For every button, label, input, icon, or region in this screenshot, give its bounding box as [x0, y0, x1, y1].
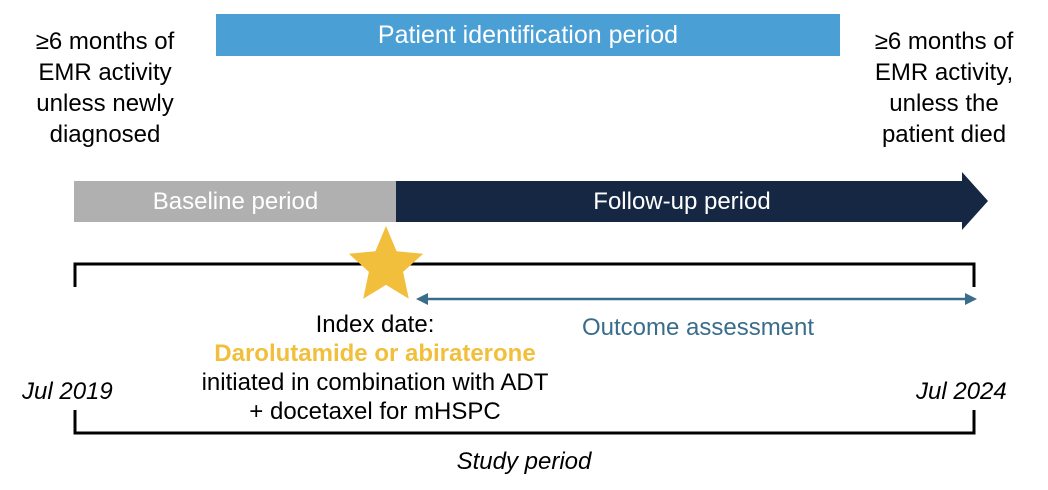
outcome-assessment-label-wrap: Outcome assessment — [420, 314, 976, 342]
study-period-label: Study period — [456, 448, 592, 475]
patient-identification-label: Patient identification period — [377, 20, 679, 49]
index-date-line3: + docetaxel for mHSPC — [249, 398, 501, 425]
right-note-line: EMR activity, — [874, 59, 1014, 86]
study-period-label-wrap: Study period — [74, 448, 974, 476]
right-note-line: unless the — [889, 90, 999, 117]
followup-arrow-shape — [396, 172, 988, 230]
patient-identification-banner: Patient identification period — [216, 14, 840, 56]
index-date-star-icon — [348, 226, 424, 299]
followup-period-label: Follow-up period — [593, 187, 771, 215]
left-note-line: EMR activity — [38, 59, 172, 86]
index-date-block: Index date: Darolutamide or abiraterone … — [150, 310, 600, 426]
top-bracket — [73, 262, 976, 287]
right-note-line: ≥6 months of — [874, 28, 1014, 55]
baseline-period-label: Baseline period — [152, 187, 319, 215]
left-note-line: diagnosed — [49, 121, 161, 148]
outcome-arrow-left-head — [416, 293, 428, 305]
start-date-label: Jul 2019 — [22, 378, 113, 405]
right-eligibility-note: ≥6 months of EMR activity, unless the pa… — [858, 26, 1030, 150]
study-period-bracket — [73, 410, 976, 435]
left-note-line: unless newly — [36, 90, 174, 117]
outcome-assessment-label: Outcome assessment — [581, 314, 815, 341]
right-note-line: patient died — [881, 121, 1007, 148]
outcome-arrow-right-head — [965, 293, 977, 305]
index-date-drug: Darolutamide or abiraterone — [214, 340, 536, 367]
followup-period-label-wrap: Follow-up period — [396, 181, 968, 222]
left-eligibility-note: ≥6 months of EMR activity unless newly d… — [10, 26, 200, 150]
index-date-heading: Index date: — [315, 311, 435, 338]
end-date-label: Jul 2024 — [916, 378, 1007, 405]
left-note-line: ≥6 months of — [35, 28, 175, 55]
baseline-period-bar: Baseline period — [74, 181, 397, 222]
followup-period-arrow — [396, 172, 988, 230]
index-date-line2: initiated in combination with ADT — [201, 369, 549, 396]
